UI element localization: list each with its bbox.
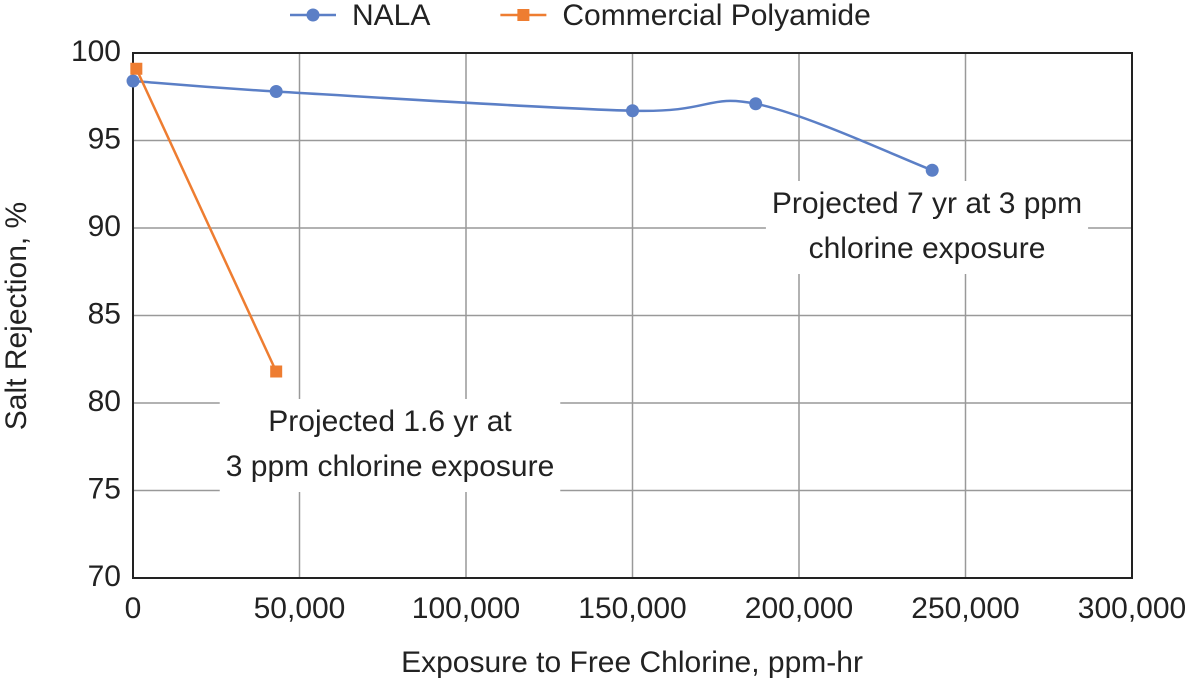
x-tick-label: 50,000 [254, 592, 346, 625]
legend-marker [517, 9, 530, 21]
y-tick-label: 90 [88, 210, 121, 243]
x-tick-label: 250,000 [911, 592, 1019, 625]
y-tick-label: 100 [71, 35, 121, 68]
y-tick-label: 75 [88, 472, 121, 505]
x-tick-label: 200,000 [745, 592, 853, 625]
annotation-text: Projected 1.6 yr at [268, 405, 512, 438]
annotation-text: Projected 7 yr at 3 ppm [772, 187, 1082, 220]
legend-marker [306, 8, 320, 22]
data-point [130, 62, 143, 75]
y-tick-label: 70 [88, 560, 121, 593]
series-line [132, 79, 933, 172]
series-line [135, 68, 278, 373]
data-point [270, 365, 283, 378]
y-tick-label: 85 [88, 297, 121, 330]
data-point [749, 97, 763, 111]
legend-label: Commercial Polyamide [562, 0, 870, 32]
legend-label: NALA [352, 0, 430, 32]
data-point [925, 163, 939, 177]
annotation-text: 3 ppm chlorine exposure [226, 450, 555, 483]
annotation-text: chlorine exposure [809, 232, 1046, 265]
annotation-background [765, 181, 1089, 274]
x-tick-label: 150,000 [578, 592, 686, 625]
x-tick-label: 0 [125, 592, 142, 625]
data-point [126, 74, 140, 88]
x-tick-label: 100,000 [412, 592, 520, 625]
data-point [269, 85, 283, 98]
annotation: Projected 7 yr at 3 ppm chlorine exposure [765, 181, 1089, 274]
y-axis-label: Salt Rejection, % [0, 202, 33, 430]
x-tick-label: 300,000 [1078, 592, 1186, 625]
annotation: Projected 1.6 yr at 3 ppm chlorine exposu… [219, 399, 561, 492]
plot-frame [132, 52, 1133, 579]
x-axis-label: Exposure to Free Chlorine, ppm-hr [401, 646, 863, 679]
y-tick-label: 95 [88, 122, 121, 155]
y-tick-label: 80 [88, 385, 121, 418]
data-point [626, 104, 639, 118]
annotation-background [219, 399, 561, 492]
